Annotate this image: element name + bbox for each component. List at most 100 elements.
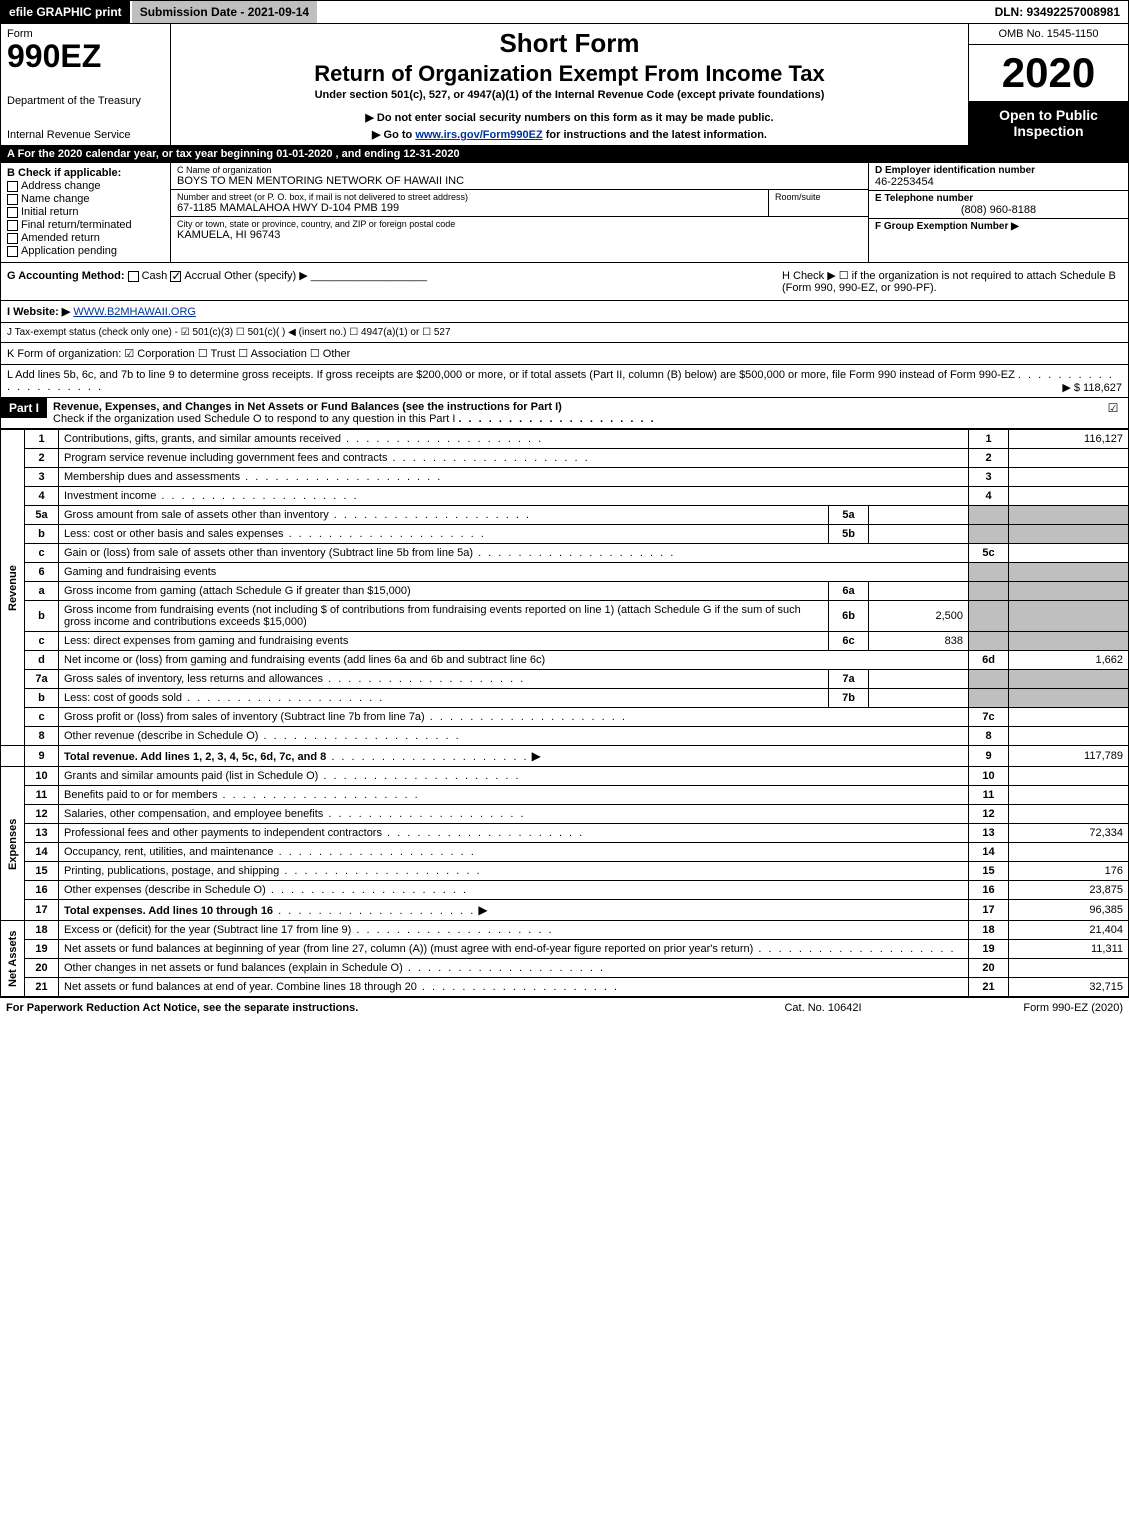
l9-desc: Total revenue. Add lines 1, 2, 3, 4, 5c,…: [64, 751, 326, 763]
l5a-subval: [869, 506, 969, 525]
chk-accrual[interactable]: [170, 271, 181, 282]
line-16: 16 Other expenses (describe in Schedule …: [1, 881, 1129, 900]
l6b-greybox: [969, 601, 1009, 632]
l10-val: [1009, 767, 1129, 786]
city-label: City or town, state or province, country…: [177, 219, 862, 229]
l4-desc: Investment income: [64, 490, 156, 502]
line-3: 3 Membership dues and assessments 3: [1, 468, 1129, 487]
l6d-val: 1,662: [1009, 651, 1129, 670]
omb-number: OMB No. 1545-1150: [969, 24, 1128, 45]
l7b-desc: Less: cost of goods sold: [64, 692, 182, 704]
goto-link[interactable]: www.irs.gov/Form990EZ: [415, 129, 542, 141]
l5b-greybox: [969, 525, 1009, 544]
phone-value: (808) 960-8188: [875, 204, 1122, 216]
l6-greyval: [1009, 563, 1129, 582]
l10-box: 10: [969, 767, 1009, 786]
l18-box: 18: [969, 921, 1009, 940]
line-6a: a Gross income from gaming (attach Sched…: [1, 582, 1129, 601]
efile-button[interactable]: efile GRAPHIC print: [1, 1, 132, 23]
l6b-desc: Gross income from fundraising events (no…: [59, 601, 829, 632]
l14-num: 14: [25, 843, 59, 862]
org-name-label: C Name of organization: [177, 165, 862, 175]
l21-val: 32,715: [1009, 978, 1129, 997]
line-5c: c Gain or (loss) from sale of assets oth…: [1, 544, 1129, 563]
line-7c: c Gross profit or (loss) from sales of i…: [1, 708, 1129, 727]
line-21: 21 Net assets or fund balances at end of…: [1, 978, 1129, 997]
l6-desc: Gaming and fundraising events: [59, 563, 969, 582]
l6d-box: 6d: [969, 651, 1009, 670]
ein-label: D Employer identification number: [875, 165, 1122, 176]
l6a-greybox: [969, 582, 1009, 601]
chk-application-pending[interactable]: Application pending: [7, 245, 164, 257]
website-link[interactable]: WWW.B2MHAWAII.ORG: [73, 306, 196, 318]
l6b-num: b: [25, 601, 59, 632]
chk-address-change[interactable]: Address change: [7, 180, 164, 192]
address-value: 67-1185 MAMALAHOA HWY D-104 PMB 199: [177, 202, 762, 214]
l17-val: 96,385: [1009, 900, 1129, 921]
chk-cash[interactable]: [128, 271, 139, 282]
accrual-label: Accrual: [184, 270, 221, 282]
website-label: I Website: ▶: [7, 306, 70, 318]
column-b: B Check if applicable: Address change Na…: [1, 163, 171, 262]
l14-val: [1009, 843, 1129, 862]
l15-box: 15: [969, 862, 1009, 881]
line-4: 4 Investment income 4: [1, 487, 1129, 506]
part-1-title: Revenue, Expenses, and Changes in Net As…: [47, 398, 1098, 428]
l9-val: 117,789: [1009, 746, 1129, 767]
l6c-greyval: [1009, 632, 1129, 651]
line-6: 6 Gaming and fundraising events: [1, 563, 1129, 582]
goto-pre: ▶ Go to: [372, 129, 415, 141]
chk-amended-return[interactable]: Amended return: [7, 232, 164, 244]
ein-row: D Employer identification number 46-2253…: [869, 163, 1128, 191]
l21-desc: Net assets or fund balances at end of ye…: [64, 981, 417, 993]
line-5a: 5a Gross amount from sale of assets othe…: [1, 506, 1129, 525]
l5b-greyval: [1009, 525, 1129, 544]
l9-arrow: ▶: [532, 749, 541, 763]
l13-val: 72,334: [1009, 824, 1129, 843]
submission-date-button[interactable]: Submission Date - 2021-09-14: [132, 1, 317, 23]
line-12: 12 Salaries, other compensation, and emp…: [1, 805, 1129, 824]
part-1-label: Part I: [1, 398, 47, 418]
l19-desc: Net assets or fund balances at beginning…: [64, 943, 753, 955]
l18-num: 18: [25, 921, 59, 940]
expenses-side-label: Expenses: [1, 767, 25, 921]
address-label: Number and street (or P. O. box, if mail…: [177, 192, 762, 202]
l9-num: 9: [25, 746, 59, 767]
line-6b: b Gross income from fundraising events (…: [1, 601, 1129, 632]
line-6d: d Net income or (loss) from gaming and f…: [1, 651, 1129, 670]
line-1: Revenue 1 Contributions, gifts, grants, …: [1, 430, 1129, 449]
dept-irs: Internal Revenue Service: [7, 129, 164, 141]
line-8: 8 Other revenue (describe in Schedule O)…: [1, 727, 1129, 746]
row-i-website: I Website: ▶ WWW.B2MHAWAII.ORG: [0, 301, 1129, 323]
page-footer: For Paperwork Reduction Act Notice, see …: [0, 997, 1129, 1018]
line-17: 17 Total expenses. Add lines 10 through …: [1, 900, 1129, 921]
column-def: D Employer identification number 46-2253…: [868, 163, 1128, 262]
chk-name-change[interactable]: Name change: [7, 193, 164, 205]
phone-row: E Telephone number (808) 960-8188: [869, 191, 1128, 219]
l7a-desc: Gross sales of inventory, less returns a…: [64, 673, 323, 685]
l11-num: 11: [25, 786, 59, 805]
netassets-side-label: Net Assets: [1, 921, 25, 997]
city-row: City or town, state or province, country…: [171, 217, 868, 262]
l7c-num: c: [25, 708, 59, 727]
chk-initial-return[interactable]: Initial return: [7, 206, 164, 218]
l4-num: 4: [25, 487, 59, 506]
line-20: 20 Other changes in net assets or fund b…: [1, 959, 1129, 978]
l1-desc: Contributions, gifts, grants, and simila…: [64, 433, 341, 445]
header-mid: Short Form Return of Organization Exempt…: [171, 24, 968, 145]
row-a-tax-year: A For the 2020 calendar year, or tax yea…: [0, 146, 1129, 163]
l21-num: 21: [25, 978, 59, 997]
block-bcdef: B Check if applicable: Address change Na…: [0, 163, 1129, 263]
row-l-amount: ▶ $ 118,627: [1062, 381, 1122, 394]
chk-final-return[interactable]: Final return/terminated: [7, 219, 164, 231]
l21-box: 21: [969, 978, 1009, 997]
l5a-greybox: [969, 506, 1009, 525]
l6a-num: a: [25, 582, 59, 601]
group-exemption-row: F Group Exemption Number ▶: [869, 219, 1128, 262]
l16-num: 16: [25, 881, 59, 900]
l5b-desc: Less: cost or other basis and sales expe…: [64, 528, 284, 540]
row-l-text: L Add lines 5b, 6c, and 7b to line 9 to …: [7, 369, 1015, 381]
l6a-subval: [869, 582, 969, 601]
open-to-public: Open to Public Inspection: [969, 101, 1128, 145]
part-1-checkbox[interactable]: ☑: [1098, 398, 1128, 418]
